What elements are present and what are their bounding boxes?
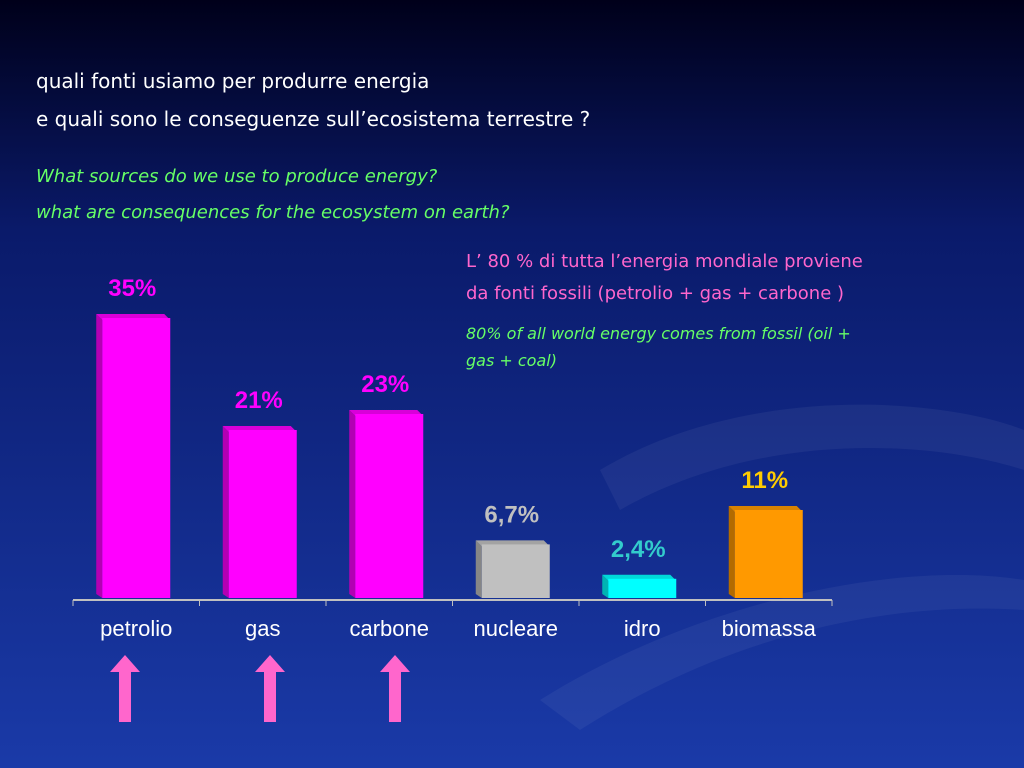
value-label: 21% — [235, 387, 283, 414]
title-line: e quali sono le conseguenze sull’ecosist… — [36, 107, 590, 131]
bar — [481, 544, 550, 598]
decor-swirl — [540, 575, 1024, 730]
value-label: 6,7% — [484, 501, 539, 528]
value-label: 23% — [361, 371, 409, 398]
x-tick-label: carbone — [349, 616, 429, 641]
arrow-up — [380, 655, 410, 722]
annotation-en-line: 80% of all world energy comes from fossi… — [466, 324, 851, 343]
x-tick-label: idro — [624, 616, 661, 641]
bar-side — [96, 314, 103, 598]
value-label: 2,4% — [611, 536, 666, 563]
bar — [355, 414, 424, 598]
annotation-en-line: gas + coal) — [466, 351, 557, 370]
arrows — [110, 655, 410, 722]
arrow-up — [255, 655, 285, 722]
arrow-up — [110, 655, 140, 722]
x-tick-label: petrolio — [100, 616, 172, 641]
title-line: quali fonti usiamo per produrre energia — [36, 69, 429, 93]
subtitle-line: what are consequences for the ecosystem … — [36, 202, 510, 223]
annotation-line: L’ 80 % di tutta l’energia mondiale prov… — [466, 251, 863, 272]
bar-side — [349, 410, 356, 598]
bar — [734, 510, 803, 598]
value-label: 11% — [741, 467, 788, 494]
annotation-line: da fonti fossili (petrolio + gas + carbo… — [466, 283, 844, 304]
bar-side — [728, 506, 735, 598]
bar-side — [602, 574, 609, 598]
decor-swirl — [600, 404, 1024, 510]
bar — [228, 430, 297, 598]
bar-side — [475, 540, 482, 598]
value-label: 35% — [108, 275, 156, 302]
subtitle-line: What sources do we use to produce energy… — [36, 166, 438, 187]
bar-side — [222, 426, 229, 598]
x-tick-label: biomassa — [722, 616, 817, 641]
x-tick-label: gas — [245, 616, 280, 641]
x-tick-label: nucleare — [474, 616, 558, 641]
bar — [608, 578, 677, 598]
bar — [102, 318, 171, 598]
